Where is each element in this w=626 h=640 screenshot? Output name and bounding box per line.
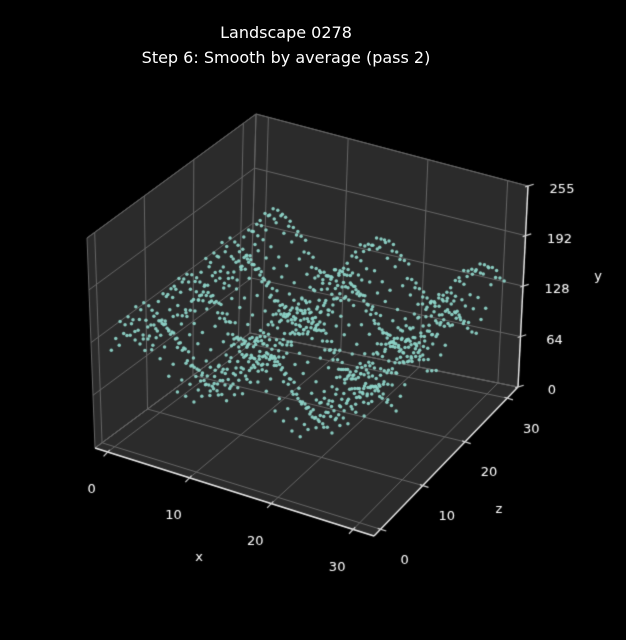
title-block: Landscape 0278 Step 6: Smooth by average… <box>0 20 572 70</box>
chart-title: Landscape 0278 <box>220 23 352 42</box>
chart-subtitle: Step 6: Smooth by average (pass 2) <box>141 48 431 67</box>
